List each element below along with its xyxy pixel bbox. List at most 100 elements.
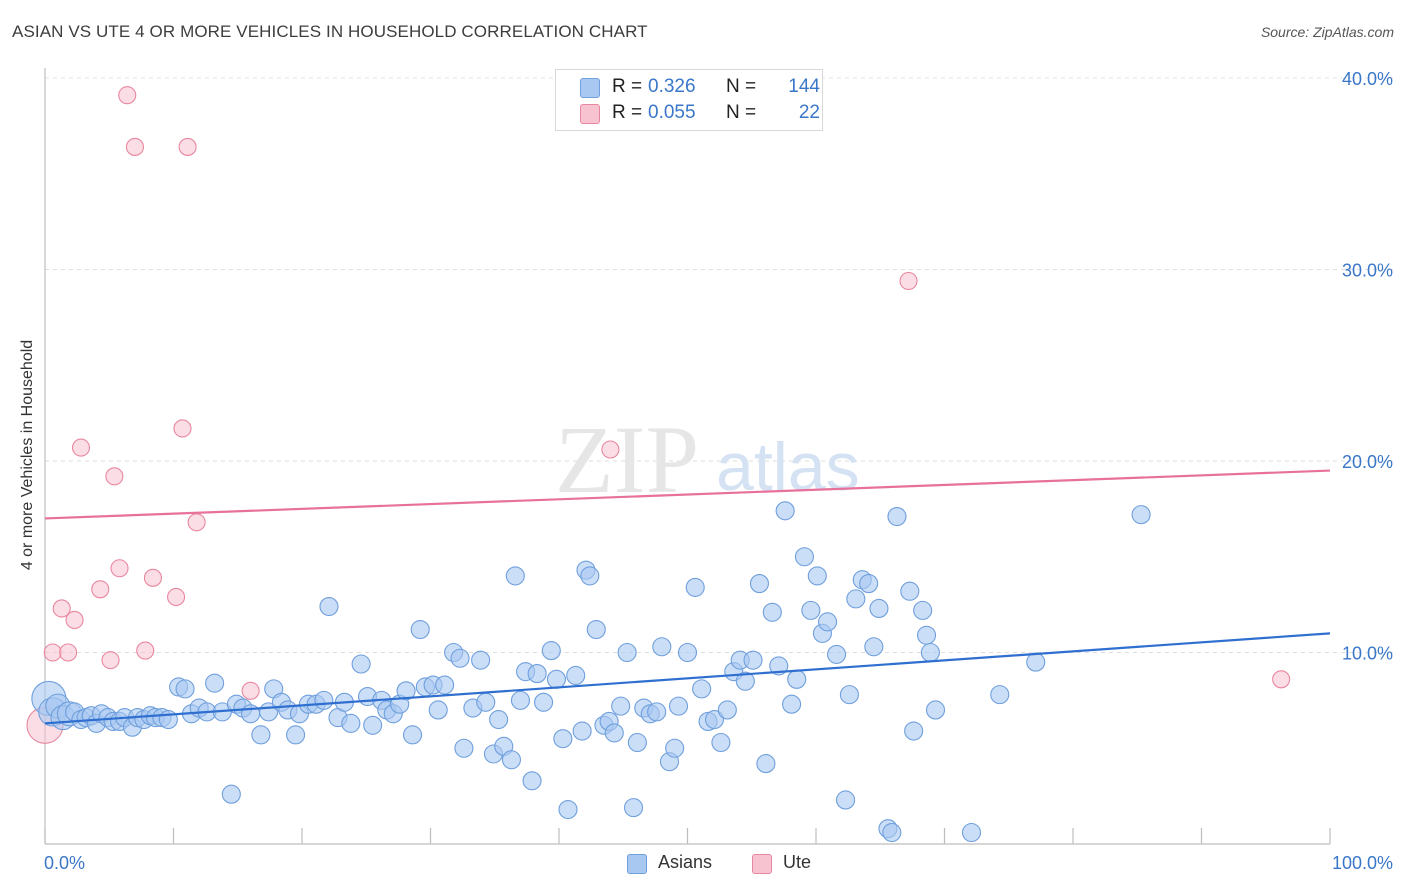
asians-point (749, 574, 770, 594)
asians-point (396, 681, 416, 701)
y-tick-label: 30.0% (1342, 261, 1393, 281)
asians-point (665, 738, 685, 758)
ute-point (65, 610, 84, 629)
ute-point (110, 559, 129, 578)
ute-points (26, 86, 1291, 744)
legend-r-label: R = (612, 102, 643, 123)
asians-point (864, 637, 884, 657)
asians-point (836, 790, 856, 810)
trend-lines (44, 469, 1331, 725)
ute-point (187, 513, 206, 532)
asians-point (611, 696, 631, 716)
tick-labels: 10.0% 20.0% 30.0% 40.0% 0.0% 100.0% (44, 69, 1393, 873)
asians-point (775, 501, 795, 521)
asians-point (501, 750, 522, 770)
asians-point (913, 600, 933, 620)
bottom-legend-swatch-asians (627, 854, 647, 874)
asians-point (558, 799, 578, 820)
asians-point (205, 673, 225, 693)
ute-point (899, 271, 918, 291)
asians-point (904, 721, 924, 741)
asians-point (827, 644, 847, 664)
asians-point (402, 725, 423, 745)
asians-point (435, 675, 455, 695)
ute-point (167, 587, 186, 607)
y-tick-label: 10.0% (1342, 644, 1393, 664)
asians-point (743, 650, 763, 670)
legend-swatch-asians (580, 78, 600, 98)
legend-n-label: N = (726, 102, 757, 123)
ute-point (601, 440, 620, 459)
asians-point (566, 665, 586, 686)
asians-point (251, 725, 271, 745)
asians-point (652, 637, 672, 657)
asians-point (801, 600, 821, 620)
asians-point (717, 700, 737, 720)
asians-point (351, 654, 371, 674)
asians-point (961, 822, 982, 843)
asians-point (546, 669, 566, 689)
legend-r-label: R = (612, 76, 643, 97)
asians-point (990, 685, 1010, 705)
asians-point (794, 547, 814, 567)
ute-point (101, 651, 120, 670)
asians-point (846, 589, 866, 609)
asians-point (541, 641, 561, 661)
asians-point (807, 566, 827, 586)
asians-point (471, 650, 491, 670)
asians-point (818, 612, 838, 632)
legend-swatch-ute (580, 104, 600, 124)
chart-source: Source: ZipAtlas.com (1260, 24, 1394, 40)
ute-point (125, 137, 144, 156)
asians-point (627, 732, 647, 753)
legend-r-value: 0.326 (648, 76, 696, 97)
asians-point (677, 642, 698, 663)
asians-point (175, 679, 195, 699)
asians-point (623, 798, 644, 818)
ute-point (136, 641, 155, 660)
ute-point (1272, 670, 1291, 689)
legend-n-value: 22 (798, 102, 820, 123)
asians-point (454, 738, 474, 758)
asians-point (617, 642, 637, 663)
asians-point (782, 694, 802, 714)
asians-point (286, 725, 306, 745)
asians-point (668, 696, 689, 716)
asians-point (586, 619, 606, 640)
ute-point (173, 419, 192, 438)
asians-point (450, 648, 470, 668)
asians-point (882, 822, 902, 843)
asians-point (580, 566, 600, 586)
ute-point (241, 681, 260, 700)
asians-point (869, 598, 889, 619)
asians-point (692, 679, 712, 699)
chart-title: ASIAN VS UTE 4 OR MORE VEHICLES IN HOUSE… (12, 22, 648, 41)
asians-point (428, 700, 448, 720)
asians-point (920, 642, 940, 663)
grid-lines (45, 77, 1394, 653)
asians-point (319, 596, 339, 617)
ute-point (52, 599, 71, 618)
bottom-legend-swatch-ute (752, 854, 772, 874)
watermark: ZIP atlas (555, 406, 860, 513)
ute-point (43, 643, 62, 662)
asians-point (410, 619, 430, 640)
asians-point (314, 690, 334, 710)
legend-n-label: N = (726, 76, 757, 97)
legend-n-value: 144 (788, 76, 820, 97)
asians-point (534, 692, 554, 712)
ute-point (178, 137, 197, 156)
asians-point (925, 700, 946, 720)
asians-point (685, 577, 705, 597)
legend-r-value: 0.055 (648, 102, 696, 123)
asians-trend-line (44, 632, 1331, 725)
ute-point (118, 86, 137, 105)
asians-point (762, 602, 782, 622)
asians-point (900, 581, 920, 601)
asians-point (221, 784, 241, 804)
asians-point (916, 625, 937, 645)
x-tick-label: 100.0% (1332, 853, 1393, 873)
asians-point (341, 713, 361, 733)
asians-point (604, 723, 624, 743)
